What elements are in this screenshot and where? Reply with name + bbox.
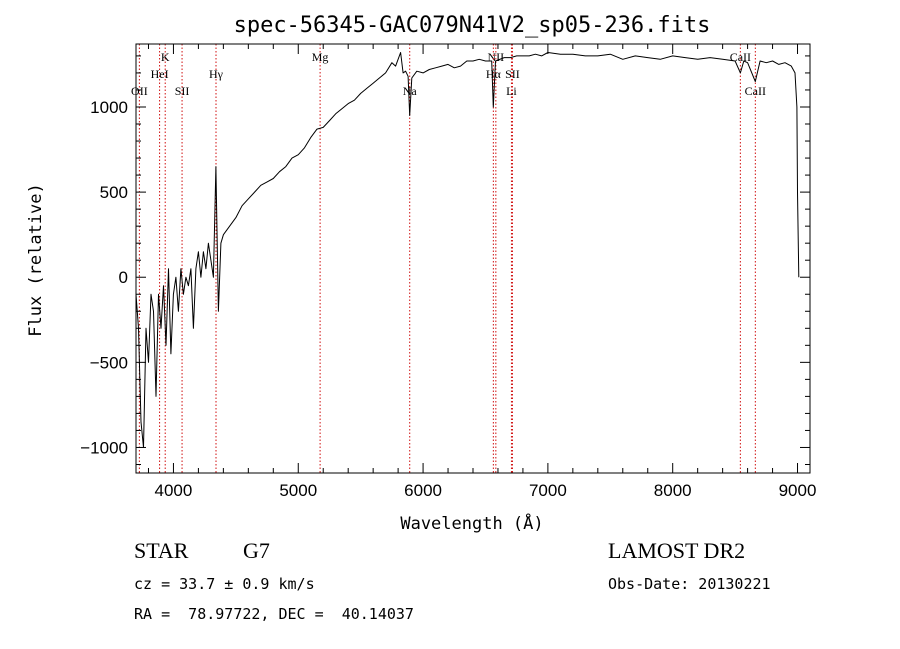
line-marker-label-10: Li (506, 84, 517, 98)
line-marker-label-8: Hα (486, 67, 502, 81)
chart-title: spec-56345-GAC079N41V2_sp05-236.fits (234, 13, 711, 38)
line-marker-label-11: CaII (730, 50, 751, 64)
line-marker-label-4: Hγ (209, 67, 224, 81)
obs-date-text: Obs-Date: 20130221 (608, 575, 771, 593)
line-marker-label-5: Mg (312, 50, 329, 64)
line-marker-label-9: SII (505, 67, 520, 81)
axes: 4000 5000 6000 7000 8000 9000 −1000 −500 0 500 100… (80, 43, 817, 500)
y-tick-label-0: −1000 (80, 438, 128, 457)
survey-name: LAMOST DR2 (608, 538, 746, 563)
object-class: STAR (134, 538, 189, 563)
line-marker-label-6: Na (403, 84, 418, 98)
x-tick-label-5: 9000 (779, 481, 817, 500)
spectrum-series-0 (135, 52, 800, 448)
x-tick-label-0: 4000 (155, 481, 193, 500)
y-axis-label: Flux (relative) (26, 183, 46, 337)
y-tick-label-3: 500 (100, 183, 128, 202)
line-marker-label-0: OII (131, 84, 148, 98)
spectrum-layer (135, 52, 800, 448)
line-marker-label-1: K (161, 50, 170, 64)
plot-frame (135, 43, 811, 474)
y-tick-label-1: −500 (90, 353, 128, 372)
coords-text: RA = 78.97722, DEC = 40.14037 (134, 605, 414, 623)
line-marker-label-12: CaII (745, 84, 766, 98)
spectrum-chart: spec-56345-GAC079N41V2_sp05-236.fits OII… (26, 13, 817, 534)
x-tick-label-4: 8000 (654, 481, 692, 500)
subclass: G7 (243, 538, 270, 563)
x-tick-label-1: 5000 (279, 481, 317, 500)
line-marker-label-2: HeI (151, 67, 169, 81)
x-axis-label: Wavelength (Å) (400, 512, 543, 534)
x-tick-label-3: 7000 (529, 481, 567, 500)
y-tick-label-2: 0 (119, 268, 128, 287)
y-tick-label-4: 1000 (90, 98, 128, 117)
line-marker-label-3: SII (175, 84, 190, 98)
x-tick-label-2: 6000 (404, 481, 442, 500)
redshift-text: cz = 33.7 ± 0.9 km/s (134, 575, 315, 593)
